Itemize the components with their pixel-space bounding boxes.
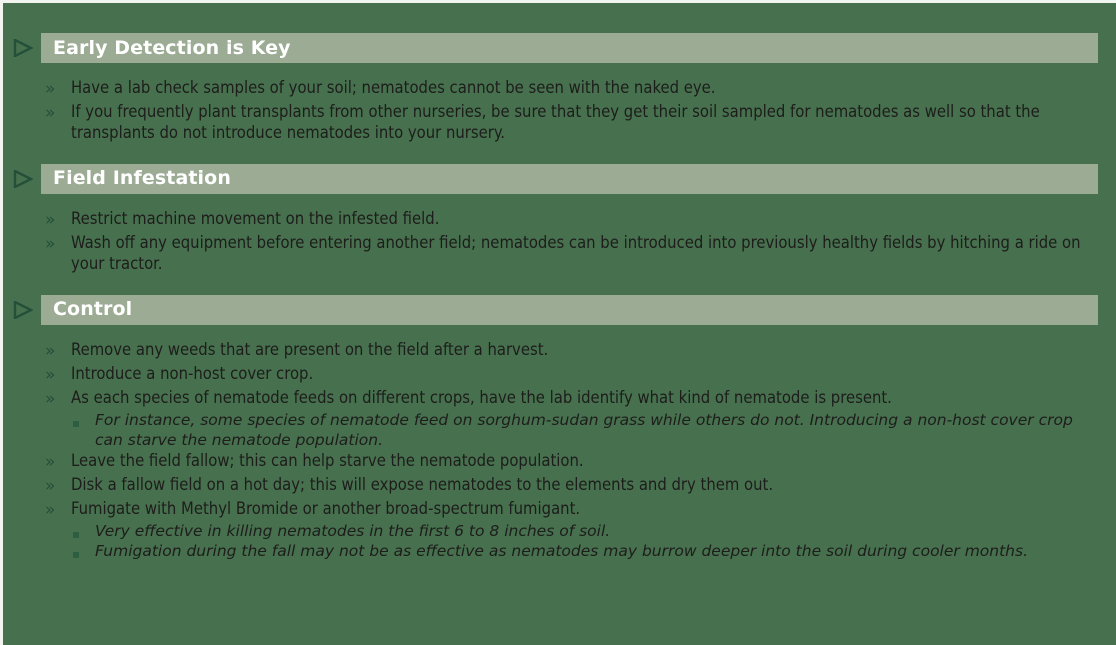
bullet-item: » As each species of nematode feeds on di… <box>3 387 1116 411</box>
triangle-right-outline-icon <box>9 169 37 188</box>
section-field-infestation: Field Infestation » Restrict machine movem… <box>3 163 1116 275</box>
section-title: Field Infestation <box>53 167 231 190</box>
bullet-list: » Remove any weeds that are present on th… <box>3 339 1116 562</box>
bullet-item: » Leave the field fallow; this can help s… <box>3 450 1116 474</box>
bullet-item: » Wash off any equipment before entering … <box>3 232 1116 275</box>
sub-bullet-item: Very effective in killing nematodes in t… <box>3 522 1116 542</box>
sub-bullet-item: For instance, some species of nematode f… <box>3 411 1116 451</box>
spacer <box>3 194 1116 208</box>
section-title: Control <box>53 298 133 321</box>
bullet-text: Have a lab check samples of your soil; n… <box>71 78 716 97</box>
section-header-bar: Control <box>41 294 1098 325</box>
spacer <box>3 325 1116 339</box>
bullet-list: » Restrict machine movement on the infest… <box>3 208 1116 275</box>
bullet-item: » Disk a fallow field on a hot day; this … <box>3 474 1116 498</box>
spacer <box>3 144 1116 164</box>
bullet-text: Restrict machine movement on the infeste… <box>71 208 440 228</box>
double-chevron-right-icon: » <box>45 364 56 385</box>
bullet-item: » If you frequently plant transplants fro… <box>3 101 1116 144</box>
sub-bullet-text: Fumigation during the fall may not be as… <box>95 542 1028 561</box>
bullet-text: Remove any weeds that are present on the… <box>71 339 549 359</box>
spacer <box>3 275 1116 295</box>
square-bullet-icon <box>73 411 95 427</box>
bullet-item: » Have a lab check samples of your soil; … <box>3 77 1116 101</box>
bullet-item: » Restrict machine movement on the infest… <box>3 208 1116 232</box>
sub-bullet-list: Very effective in killing nematodes in t… <box>3 522 1116 562</box>
double-chevron-right-icon: » <box>45 452 56 473</box>
bullet-item: » Introduce a non-host cover crop. <box>3 363 1116 387</box>
sub-bullet-text: Very effective in killing nematodes in t… <box>95 522 611 541</box>
bullet-list: » Have a lab check samples of your soil; … <box>3 77 1116 144</box>
double-chevron-right-icon: » <box>45 233 56 254</box>
section-header-bar: Field Infestation <box>41 163 1098 194</box>
section-header-bar: Early Detection is Key <box>41 33 1098 63</box>
bullet-text: If you frequently plant transplants from… <box>71 102 1040 143</box>
square-bullet-shape <box>73 532 79 539</box>
double-chevron-right-icon: » <box>45 500 56 521</box>
double-chevron-right-icon: » <box>45 476 56 497</box>
double-chevron-right-icon: » <box>45 103 56 123</box>
square-bullet-shape <box>73 420 79 427</box>
bullet-text: Wash off any equipment before entering a… <box>71 232 1081 274</box>
section-header-early-detection: Early Detection is Key <box>3 33 1116 63</box>
double-chevron-right-icon: » <box>45 79 56 99</box>
sub-bullet-list: For instance, some species of nematode f… <box>3 411 1116 451</box>
section-control: Control » Remove any weeds that are presen… <box>3 294 1116 562</box>
bullet-item: » Remove any weeds that are present on th… <box>3 339 1116 363</box>
bullet-text: Disk a fallow field on a hot day; this w… <box>71 475 774 495</box>
section-early-detection: Early Detection is Key » Have a lab check … <box>3 33 1116 144</box>
bullet-text: Introduce a non-host cover crop. <box>71 363 314 383</box>
bullet-item: » Fumigate with Methyl Bromide or another… <box>3 498 1116 522</box>
bullet-text: As each species of nematode feeds on dif… <box>71 387 892 407</box>
square-bullet-icon <box>73 522 95 539</box>
triangle-right-outline-icon <box>9 300 37 319</box>
spacer <box>3 63 1116 77</box>
double-chevron-right-icon: » <box>45 388 56 409</box>
bullet-text: Leave the field fallow; this can help st… <box>71 451 584 471</box>
sub-bullet-text: For instance, some species of nematode f… <box>95 410 1073 449</box>
section-header-control: Control <box>3 294 1116 325</box>
sub-bullet-item: Fumigation during the fall may not be as… <box>3 542 1116 562</box>
double-chevron-right-icon: » <box>45 209 56 230</box>
section-header-field-infestation: Field Infestation <box>3 163 1116 194</box>
triangle-right-outline-icon <box>9 39 37 57</box>
square-bullet-icon <box>73 542 95 559</box>
square-bullet-shape <box>73 552 79 559</box>
slide-content: Early Detection is Key » Have a lab check … <box>3 3 1116 645</box>
bullet-text: Fumigate with Methyl Bromide or another … <box>71 499 581 519</box>
double-chevron-right-icon: » <box>45 340 56 361</box>
section-title: Early Detection is Key <box>53 36 291 59</box>
